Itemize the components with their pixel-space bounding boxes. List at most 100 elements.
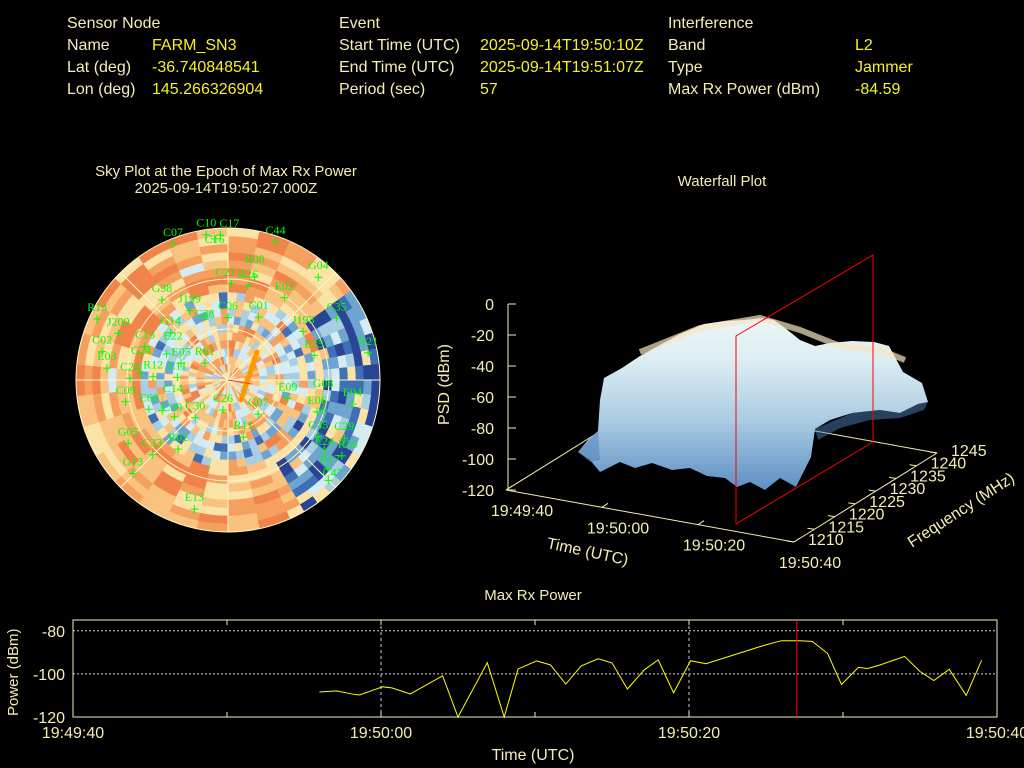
sky-cell bbox=[219, 451, 229, 461]
satellite-label: E05 bbox=[171, 344, 190, 358]
satellite-marker-icon bbox=[364, 348, 373, 357]
satellite-label: R08 bbox=[245, 252, 265, 266]
psd-surface-peak bbox=[638, 314, 907, 363]
satellite-marker-icon bbox=[210, 234, 219, 243]
satellite-label: C45 bbox=[308, 417, 328, 431]
type-value: Jammer bbox=[855, 59, 913, 76]
satellite-E25: E25 bbox=[304, 336, 324, 360]
satellite-E11: E11 bbox=[168, 358, 187, 382]
satellite-label: E09 bbox=[278, 379, 297, 393]
sky-cell bbox=[298, 363, 308, 373]
satellite-marker-icon bbox=[114, 329, 123, 338]
type-label: Type bbox=[668, 59, 703, 76]
end-time-label: End Time (UTC) bbox=[339, 59, 455, 76]
satellite-C45: C45 bbox=[308, 417, 328, 441]
sky-cell bbox=[355, 365, 365, 381]
satellite-E09: E09 bbox=[278, 379, 297, 403]
satellite-marker-icon bbox=[185, 306, 194, 315]
satellite-marker-icon bbox=[239, 433, 248, 442]
sky-cell bbox=[216, 483, 229, 493]
satellite-label: R11 bbox=[234, 418, 254, 432]
satellite-label: C01 bbox=[249, 298, 269, 312]
satellite-label: R13 bbox=[87, 300, 107, 314]
sky-cell bbox=[227, 283, 239, 293]
satellite-E02: E02 bbox=[275, 279, 294, 302]
satellite-marker-icon bbox=[137, 369, 146, 378]
time-tick-label: 19:50:00 bbox=[587, 520, 649, 537]
satellite-C38: C38 bbox=[194, 307, 214, 321]
sky-cell bbox=[76, 379, 86, 397]
frequency-tick bbox=[909, 464, 917, 467]
satellite-label: E13 bbox=[185, 490, 204, 504]
satellite-marker-icon bbox=[93, 314, 102, 323]
sky-cell bbox=[370, 363, 380, 381]
satellite-label: C29 bbox=[334, 419, 354, 433]
sky-plot-title: Sky Plot at the Epoch of Max Rx Power bbox=[95, 163, 357, 180]
frequency-tick bbox=[868, 489, 876, 492]
sky-cell bbox=[362, 379, 373, 396]
lat-value: -36.740848541 bbox=[152, 59, 260, 76]
satellite-E05: E05 bbox=[171, 344, 191, 368]
satellite-marker-icon bbox=[200, 359, 209, 368]
sky-cell bbox=[362, 364, 373, 381]
satellite-marker-icon bbox=[332, 314, 341, 323]
power-y-tick-label: -80 bbox=[42, 624, 65, 641]
frequency-tick-label: 1215 bbox=[828, 519, 864, 536]
satellite-C17: C17 bbox=[216, 216, 239, 239]
sky-cell bbox=[218, 459, 229, 469]
satellite-label: G14 bbox=[160, 314, 181, 328]
sky-cell bbox=[227, 251, 242, 261]
sky-cell bbox=[227, 507, 243, 517]
satellite-label: E04 bbox=[343, 385, 362, 399]
interference-title: Interference bbox=[668, 15, 754, 32]
sky-cell bbox=[155, 372, 165, 381]
time-axis bbox=[505, 489, 795, 543]
satellite-label: G13 bbox=[123, 455, 144, 469]
sky-cell bbox=[163, 373, 173, 381]
satellite-J199: J199 bbox=[178, 292, 201, 315]
time-tick bbox=[793, 537, 801, 543]
satellite-label: C10 bbox=[196, 216, 216, 230]
sky-cell bbox=[76, 363, 86, 381]
power-x-axis-label: Time (UTC) bbox=[492, 747, 575, 764]
satellite-marker-icon bbox=[271, 237, 280, 246]
satellite-C44: C44 bbox=[266, 223, 286, 246]
satellite-E22: E22 bbox=[162, 329, 183, 359]
satellite-G05: G05 bbox=[118, 424, 139, 448]
satellite-marker-icon bbox=[190, 505, 199, 514]
satellite-label: R17 bbox=[320, 452, 340, 466]
satellite-marker-icon bbox=[310, 351, 319, 360]
frequency-tick-label: 1220 bbox=[849, 507, 885, 524]
sky-cell bbox=[195, 379, 205, 384]
satellite-G38: G38 bbox=[152, 281, 172, 304]
satellite-marker-icon bbox=[124, 439, 133, 448]
satellite-E24: E24 bbox=[315, 434, 334, 454]
satellite-marker-icon bbox=[324, 476, 333, 485]
sky-cell bbox=[107, 367, 117, 381]
sky-cell bbox=[99, 379, 109, 394]
satellite-J193: J193 bbox=[292, 312, 314, 336]
satellite-marker-icon bbox=[314, 432, 323, 441]
satellite-C01: C01 bbox=[249, 298, 269, 322]
sky-cell bbox=[227, 483, 240, 493]
satellite-C24: C24 bbox=[120, 359, 140, 383]
satellite-marker-icon bbox=[250, 272, 259, 281]
satellite-R20: R20 bbox=[338, 437, 358, 460]
power-x-tick-label: 19:49:40 bbox=[42, 725, 104, 742]
sky-cell bbox=[290, 364, 300, 374]
max-rx-power-title: Max Rx Power bbox=[484, 587, 582, 604]
interference-track bbox=[238, 349, 260, 403]
psd-tick-label: -120 bbox=[462, 483, 494, 500]
sky-cell bbox=[147, 371, 157, 381]
sky-cell bbox=[91, 365, 101, 381]
power-x-tick-label: 19:50:00 bbox=[350, 725, 412, 742]
satellite-R11: R11 bbox=[234, 418, 254, 442]
lat-label: Lat (deg) bbox=[67, 59, 132, 76]
satellite-label: R20 bbox=[338, 437, 358, 451]
satellite-label: C09 bbox=[116, 383, 136, 397]
max-power-epoch-plane bbox=[735, 254, 874, 525]
sky-cell bbox=[220, 443, 229, 453]
satellite-C10: C10 bbox=[196, 216, 216, 239]
